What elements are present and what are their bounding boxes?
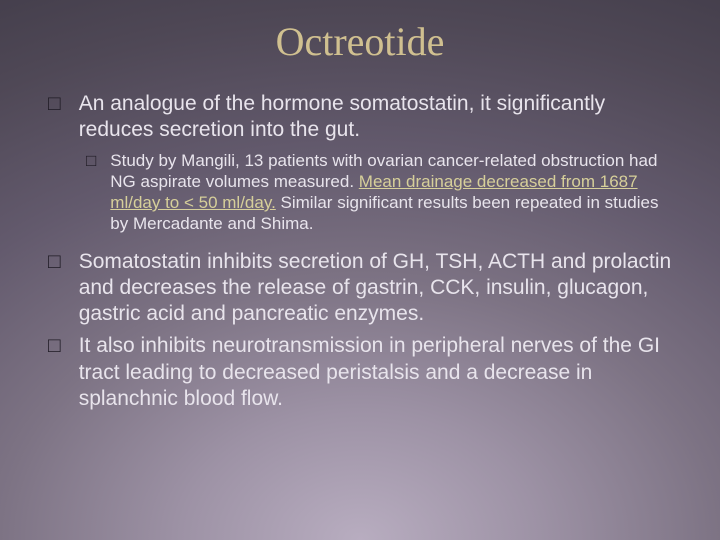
slide: Octreotide □ An analogue of the hormone … [0, 0, 720, 540]
bullet-marker-icon: □ [48, 91, 61, 117]
bullet-marker-icon: □ [48, 249, 61, 275]
bullet-text: Study by Mangili, 13 patients with ovari… [110, 150, 672, 235]
bullet-text: Somatostatin inhibits secretion of GH, T… [79, 249, 672, 328]
bullet-marker-icon: □ [86, 150, 96, 171]
bullet-text: It also inhibits neurotransmission in pe… [79, 333, 672, 412]
bullet-item: □ Somatostatin inhibits secretion of GH,… [48, 249, 672, 328]
bullet-text: An analogue of the hormone somatostatin,… [79, 91, 672, 144]
bullet-item: □ It also inhibits neurotransmission in … [48, 333, 672, 412]
slide-body: □ An analogue of the hormone somatostati… [48, 91, 672, 412]
bullet-marker-icon: □ [48, 333, 61, 359]
slide-title: Octreotide [48, 18, 672, 65]
bullet-item: □ An analogue of the hormone somatostati… [48, 91, 672, 144]
bullet-subitem: □ Study by Mangili, 13 patients with ova… [86, 150, 672, 235]
